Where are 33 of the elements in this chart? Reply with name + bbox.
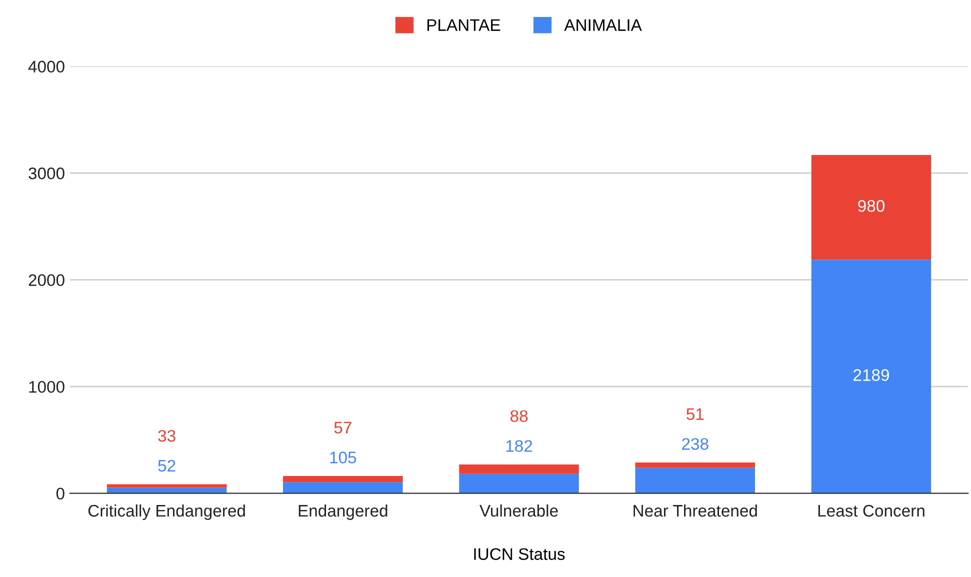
x-axis-title: IUCN Status bbox=[474, 548, 565, 560]
x-tick-label: Endangered bbox=[298, 504, 388, 520]
data-label: 33 bbox=[158, 430, 176, 442]
data-label: 52 bbox=[158, 460, 176, 472]
bar bbox=[811, 260, 932, 494]
legend-label: ANIMALIA bbox=[564, 19, 642, 31]
y-tick-label: 3000 bbox=[28, 168, 64, 180]
x-tick-label: Least Concern bbox=[818, 504, 924, 517]
data-label: 105 bbox=[330, 452, 356, 464]
bar bbox=[811, 155, 932, 260]
bar bbox=[106, 484, 227, 488]
x-tick-label: Near Threatened bbox=[634, 504, 757, 517]
y-tick-label: 2000 bbox=[28, 274, 64, 286]
data-label: 980 bbox=[858, 200, 884, 212]
legend-label: PLANTAE bbox=[427, 19, 500, 31]
data-label: 88 bbox=[510, 410, 528, 422]
bar bbox=[635, 468, 755, 494]
bar bbox=[459, 474, 579, 494]
x-tick-label: Vulnerable bbox=[480, 504, 558, 517]
data-label: 57 bbox=[334, 422, 352, 434]
bar bbox=[459, 464, 579, 474]
bar bbox=[106, 488, 227, 494]
y-tick-label: 0 bbox=[56, 488, 64, 500]
data-label: 182 bbox=[506, 440, 532, 452]
data-label: 51 bbox=[686, 408, 704, 420]
data-label: 238 bbox=[682, 438, 708, 450]
bar bbox=[283, 476, 403, 482]
bar bbox=[635, 462, 755, 468]
x-tick-label: Critically Endangered bbox=[88, 504, 245, 520]
bar bbox=[283, 482, 403, 494]
y-tick-label: 1000 bbox=[29, 380, 64, 393]
y-tick-label: 4000 bbox=[28, 60, 64, 73]
data-label: 2189 bbox=[854, 369, 889, 381]
